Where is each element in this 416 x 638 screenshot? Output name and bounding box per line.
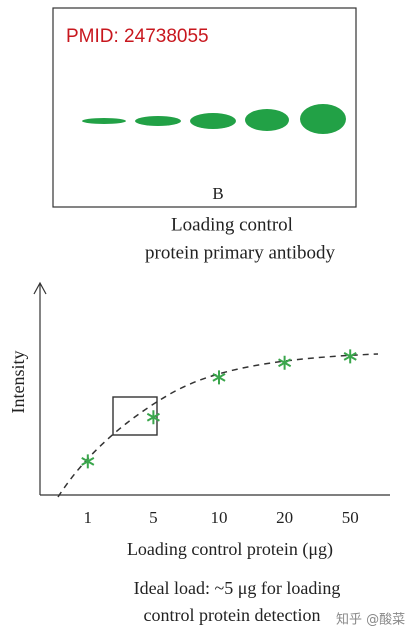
band — [190, 113, 236, 129]
marker — [278, 355, 292, 370]
x-tick-label: 50 — [342, 508, 359, 527]
band — [245, 109, 289, 131]
x-tick-label: 10 — [211, 508, 228, 527]
lane-label: B — [212, 184, 223, 203]
fit-curve — [57, 353, 379, 498]
caption: Loading control — [171, 214, 293, 235]
band — [300, 104, 346, 134]
blot-frame — [52, 7, 357, 208]
caption: Ideal load: ~5 μg for loading — [134, 578, 341, 598]
marker — [212, 370, 226, 385]
caption: protein primary antibody — [145, 242, 335, 263]
x-tick-label: 1 — [84, 508, 93, 527]
blot-bands — [82, 104, 346, 134]
x-tick-label: 5 — [149, 508, 158, 527]
band — [135, 116, 181, 126]
pmid: PMID: 24738055 — [66, 26, 209, 47]
caption: control protein detection — [144, 605, 321, 625]
marker — [343, 349, 357, 364]
y-axis-label: Intensity — [8, 351, 28, 414]
marker — [146, 410, 160, 425]
axis-arrow — [33, 281, 47, 295]
marker — [81, 454, 95, 469]
x-tick-label: 20 — [276, 508, 293, 527]
x-axis-label: Loading control protein (μg) — [127, 539, 333, 560]
band — [82, 118, 126, 124]
watermark: 知乎 @酸菜 — [336, 612, 405, 628]
